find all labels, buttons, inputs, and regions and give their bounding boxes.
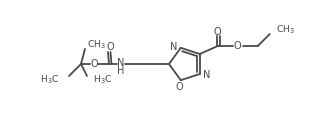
Text: O: O — [176, 82, 183, 92]
Text: CH$_3$: CH$_3$ — [87, 39, 106, 51]
Text: N: N — [170, 42, 177, 52]
Text: O: O — [234, 41, 241, 51]
Text: H: H — [117, 66, 125, 76]
Text: H$_3$C: H$_3$C — [93, 74, 112, 86]
Text: N: N — [117, 59, 125, 68]
Text: O: O — [214, 27, 221, 37]
Text: H$_3$C: H$_3$C — [40, 74, 59, 86]
Text: O: O — [90, 59, 98, 69]
Text: CH$_3$: CH$_3$ — [276, 24, 295, 36]
Text: O: O — [106, 42, 114, 52]
Text: N: N — [203, 70, 210, 80]
